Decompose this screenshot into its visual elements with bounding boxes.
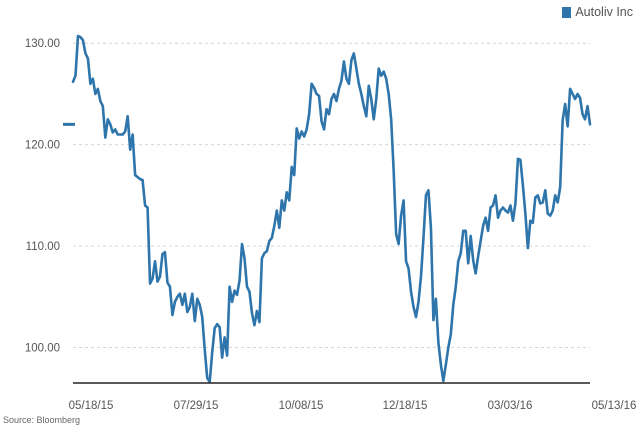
- gridlines: [73, 42, 590, 348]
- source-note: Source: Bloomberg: [3, 415, 81, 425]
- x-tick-label: 07/29/15: [174, 400, 219, 412]
- x-tick-label: 12/18/15: [383, 400, 428, 412]
- x-tick-label: 05/13/16: [592, 400, 637, 412]
- y-tick-label: 130.00: [25, 38, 60, 50]
- legend-label: Autoliv Inc: [575, 5, 633, 19]
- series-line-autoliv: [71, 34, 592, 384]
- x-tick-label: 05/18/15: [69, 400, 114, 412]
- y-tick-label: 120.00: [25, 140, 60, 152]
- legend-swatch: [562, 6, 572, 18]
- legend: Autoliv Inc: [562, 5, 633, 19]
- y-tick-label: 110.00: [26, 241, 60, 253]
- x-axis-labels: 05/18/15 07/29/15 10/08/15 12/18/15 03/03/16…: [69, 400, 637, 412]
- y-axis-labels: 100.00 110.00 120.00 130.00: [25, 38, 60, 354]
- y-tick-label: 100.00: [25, 343, 60, 355]
- x-tick-label: 03/03/16: [488, 400, 533, 412]
- last-value-marker: [63, 122, 75, 126]
- x-tick-label: 10/08/15: [279, 400, 324, 412]
